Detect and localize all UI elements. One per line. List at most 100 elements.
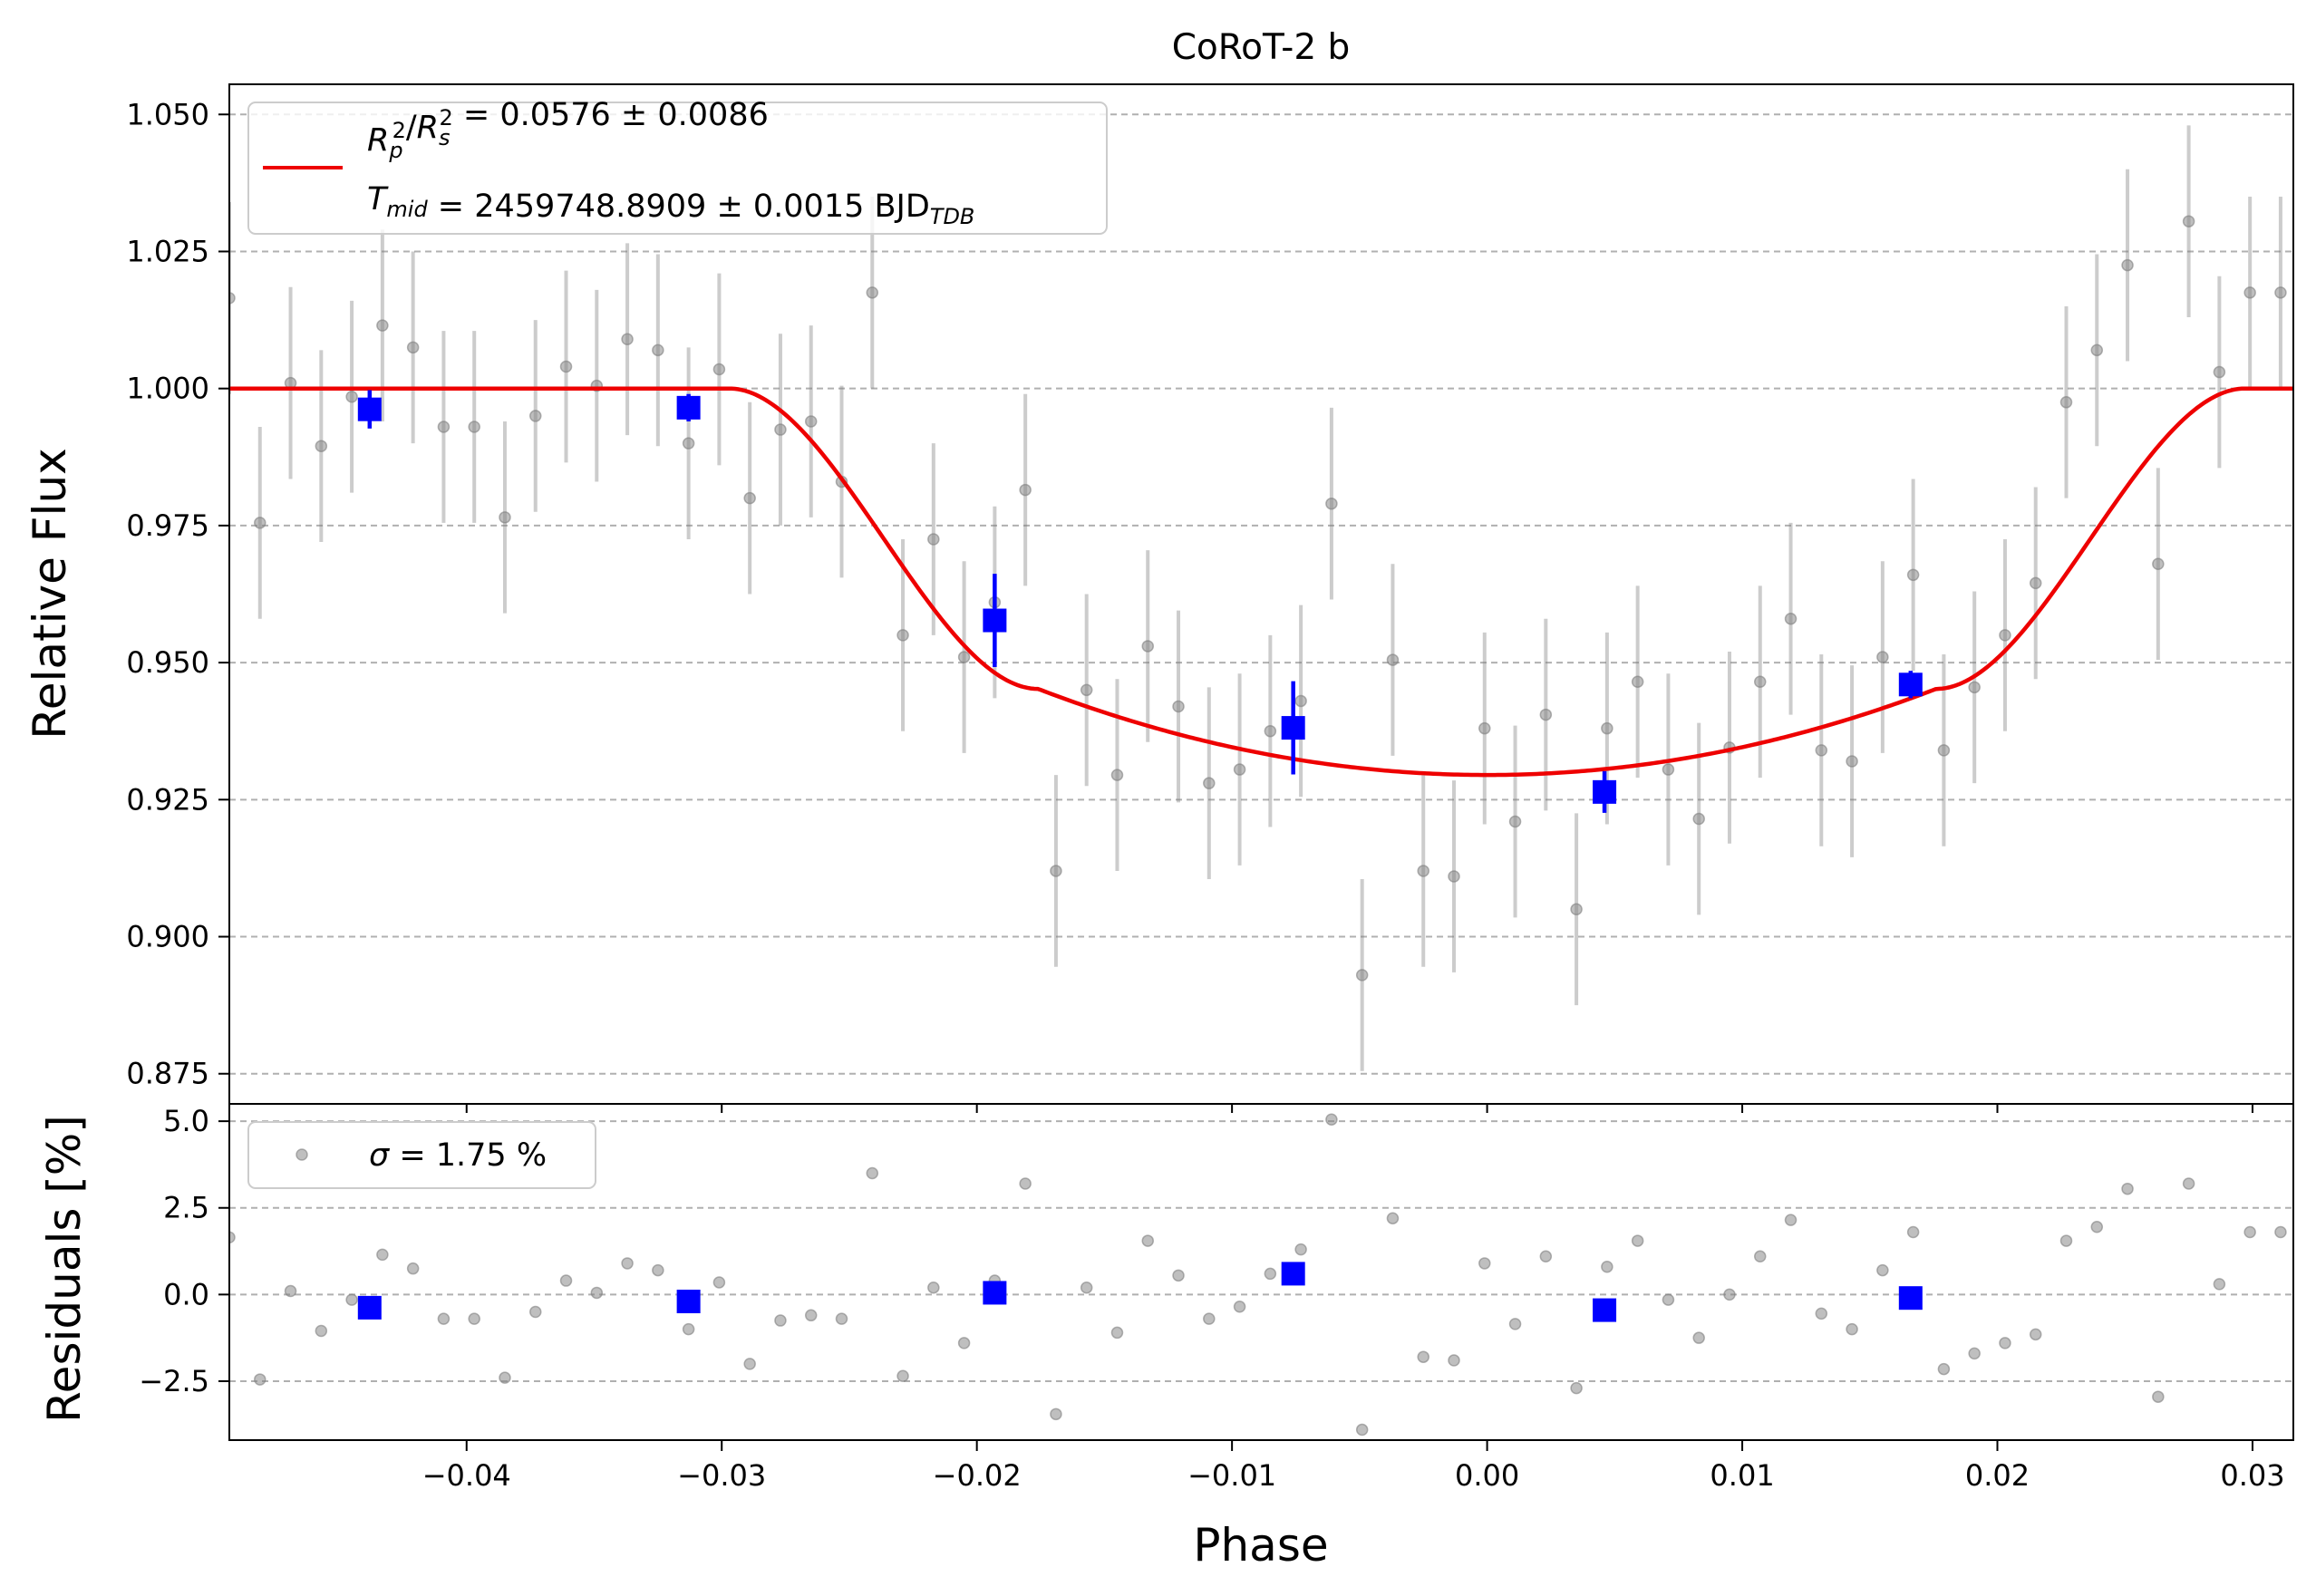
x-tick-label: 0.01 [1710,1458,1774,1493]
residuals-legend: σ = 1.75 % [247,1121,596,1189]
residual-point [1508,1318,1522,1330]
residual-point [866,1166,879,1180]
legend-text-part: mid [386,197,428,222]
x-tick-label: −0.01 [1187,1458,1276,1493]
residual-point [743,1358,756,1370]
residuals-panel-grid [229,1120,2293,1382]
residual-point [682,1322,695,1336]
residuals-y-axis-label: Residuals [%] [38,1115,91,1423]
raw-point [2243,286,2256,299]
raw-point [1050,865,1062,877]
residual-point [2274,1225,2287,1239]
raw-point [1478,721,1491,735]
raw-point [712,363,726,376]
binned-residual-point [357,1295,382,1320]
residual-point [254,1373,266,1386]
raw-point [499,511,511,524]
flux-legend-tmid-text: Tmid = 2459748.8909 ± 0.0015 BJDTDB [367,181,974,229]
residual-point [2243,1225,2256,1239]
x-axis-label: Phase [1193,1519,1328,1572]
residual-point [1784,1214,1798,1226]
raw-point [774,423,787,436]
residual-point [1019,1177,1032,1190]
residual-point [590,1286,604,1300]
residual-raw-points [229,1113,2287,1436]
residuals-y-tick-label: 0.0 [163,1277,209,1311]
residual-point [712,1276,726,1289]
flux-panel-grid [229,113,2293,1075]
residual-point [1050,1407,1062,1421]
residual-point [1570,1381,1583,1395]
raw-point [1080,683,1093,697]
raw-point [621,333,634,345]
flux-y-axis-label: Relative Flux [24,448,76,739]
legend-text-part: p [388,138,402,163]
raw-point [1999,629,2011,642]
legend-text-part: = 2459748.8909 ± 0.0015 BJD [428,189,930,225]
residual-point [284,1284,297,1298]
binned-residual-point [1281,1262,1305,1286]
residual-point [927,1281,940,1294]
flux-y-ticks: 0.875 0.900 0.925 0.950 0.975 1.000 1.025 1.050 [126,97,229,1091]
raw-point [1754,675,1767,689]
raw-point [896,629,909,642]
legend-text-part: / [406,110,417,146]
raw-point [927,533,940,546]
raw-point [345,391,358,403]
raw-point [2121,258,2134,272]
legend-text-part: = 1.75 % [389,1137,547,1174]
residuals-y-tick-label: 5.0 [163,1104,209,1138]
x-tick-label: 0.02 [1965,1458,2030,1493]
legend-text-part: s [439,125,451,150]
residuals-y-tick-label: 2.5 [163,1191,209,1225]
residual-point [2182,1177,2195,1190]
residual-point [1110,1326,1124,1340]
transit-model-curve [229,386,2293,778]
binned-residual-point [676,1290,701,1314]
residual-point [529,1305,542,1319]
phase-x-ticks: −0.04 −0.03 −0.02 −0.01 0.00 0.01 0.02 0.03 [422,1104,2285,1493]
residual-point [1355,1423,1369,1436]
raw-point [2152,557,2165,570]
residual-point [1999,1337,2011,1349]
residual-point [835,1312,848,1325]
raw-point [529,410,542,422]
raw-point [254,517,266,529]
residual-point [957,1337,971,1349]
residual-point [1692,1331,1705,1344]
legend-text-part: σ [369,1137,391,1174]
raw-point [682,437,695,450]
residuals-legend-marker [296,1148,308,1161]
raw-point [2059,396,2073,409]
raw-point [1846,755,1858,768]
flux-legend: Rp2/Rs2 = 0.0576 ± 0.0086 Tmid = 2459748… [247,97,1108,235]
flux-panel: 0.875 0.900 0.925 0.950 0.975 1.000 1.025 1.050… [24,83,2294,1105]
residuals-panel-frame [228,1103,2294,1441]
raw-point [1876,651,1889,663]
residual-point [1723,1288,1736,1301]
raw-point [1294,694,1307,708]
residual-point [1417,1350,1429,1363]
residual-point [2121,1182,2134,1195]
flux-y-tick-label: 0.875 [126,1057,209,1091]
legend-text-part: T [367,181,389,218]
x-tick-label: −0.04 [422,1458,511,1493]
legend-text-part: R [417,110,439,146]
binned-residual-point [983,1281,1007,1305]
residual-point [376,1248,389,1262]
raw-point [2213,365,2226,379]
raw-point [1110,769,1124,781]
flux-y-tick-label: 1.050 [126,97,209,131]
residual-point [2090,1221,2104,1233]
raw-point [559,360,573,373]
flux-binned-points [357,390,1923,813]
residual-point [1937,1362,1951,1376]
binned-point [1898,672,1923,697]
binned-residual-point [1593,1298,1617,1322]
residual-point [1906,1225,1920,1239]
flux-legend-box [247,102,1108,235]
residual-point [804,1309,818,1322]
residuals-y-tick-label: −2.5 [139,1364,209,1398]
legend-text-part: 2 [392,118,406,143]
binned-residual-point [1898,1286,1923,1311]
